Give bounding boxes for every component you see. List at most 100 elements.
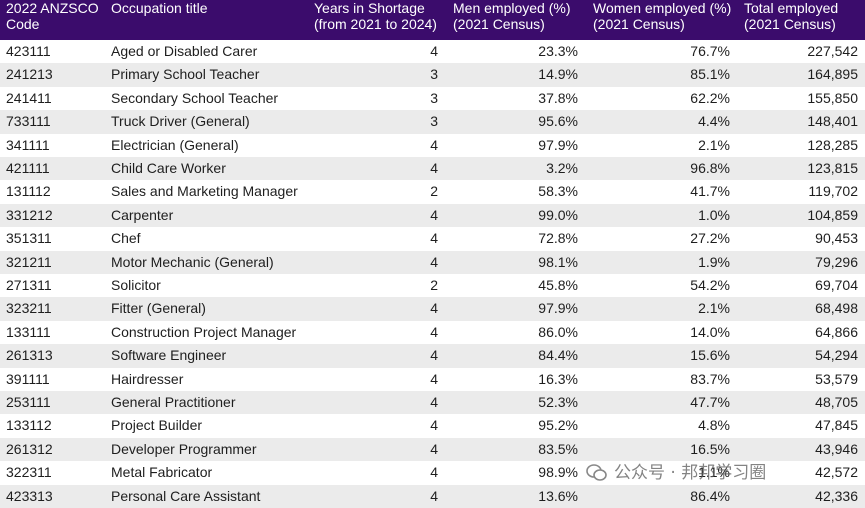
occupation-title-cell: Fitter (General)	[111, 300, 206, 317]
header-cell: Total employed (2021 Census)	[744, 0, 838, 32]
code-cell: 423111	[6, 43, 51, 59]
women-employed-cell: 62.2%	[690, 89, 730, 106]
code-cell: 133111	[6, 323, 51, 340]
occupation-title-cell: Electrician (General)	[111, 136, 239, 153]
table-row: 322311 Metal Fabricator 4 98.9% 1.1% 42,572	[0, 461, 865, 484]
total-employed-cell: 48,705	[815, 394, 858, 410]
years-in-shortage-cell: 4	[430, 323, 438, 340]
men-employed-cell: 3.2%	[546, 160, 578, 176]
header-cell: Occupation title	[111, 0, 208, 16]
total-employed-cell: 64,866	[815, 323, 858, 340]
men-employed-cell: 98.9%	[538, 464, 578, 481]
occupation-title-cell: Carpenter	[111, 206, 174, 223]
men-employed-cell: 86.0%	[538, 323, 578, 340]
header-text: Total employed	[744, 0, 839, 16]
total-employed-cell: 119,702	[808, 183, 858, 200]
women-employed-cell: 4.4%	[698, 113, 730, 130]
header-text: Men employed (%)	[453, 0, 571, 16]
men-employed-cell: 58.3%	[538, 183, 578, 200]
total-employed-cell: 53,579	[815, 370, 858, 387]
years-in-shortage-cell: 4	[430, 230, 438, 247]
code-cell: 351311	[6, 230, 52, 247]
total-employed-cell: 42,572	[815, 464, 858, 481]
women-employed-cell: 4.8%	[698, 417, 730, 434]
total-employed-cell: 90,453	[815, 230, 858, 247]
years-in-shortage-cell: 4	[430, 206, 438, 223]
years-in-shortage-cell: 4	[430, 253, 438, 270]
women-employed-cell: 41.7%	[690, 183, 730, 200]
table-row: 261312 Developer Programmer 4 83.5% 16.5% 43,…	[0, 437, 865, 462]
women-employed-cell: 1.9%	[698, 253, 730, 270]
women-employed-cell: 14.0%	[690, 323, 730, 340]
men-employed-cell: 23.3%	[538, 43, 578, 59]
men-employed-cell: 14.9%	[538, 66, 578, 83]
occupation-title-cell: Metal Fabricator	[111, 464, 213, 481]
occupation-title-cell: Chef	[111, 230, 141, 247]
occupation-title-cell: Software Engineer	[111, 347, 227, 364]
men-employed-cell: 83.5%	[538, 440, 578, 457]
years-in-shortage-cell: 4	[430, 43, 438, 59]
code-cell: 271311	[6, 277, 52, 293]
watermark: 公众号 · 邦邦学习圈	[586, 458, 766, 483]
women-employed-cell: 54.2%	[690, 277, 730, 293]
years-in-shortage-cell: 4	[430, 136, 438, 153]
header-text: Code	[6, 16, 40, 32]
header-text: Years in Shortage	[314, 0, 425, 16]
men-employed-cell: 52.3%	[538, 394, 578, 410]
table-row: 351311 Chef 4 72.8% 27.2% 90,453	[0, 227, 865, 250]
years-in-shortage-cell: 4	[430, 487, 438, 504]
years-in-shortage-cell: 3	[430, 113, 438, 130]
header-cell: 2022 ANZSCO Code	[6, 0, 99, 32]
code-cell: 261312	[6, 440, 53, 457]
watermark-icon	[586, 464, 607, 481]
years-in-shortage-cell: 4	[430, 300, 438, 317]
occupation-title-cell: Hairdresser	[111, 370, 184, 387]
code-cell: 133112	[6, 417, 52, 434]
women-employed-cell: 1.1%	[698, 464, 730, 481]
table-row: 261313 Software Engineer 4 84.4% 15.6% 54,294	[0, 344, 865, 368]
table-row: 423111 Aged or Disabled Carer 4 23.3% 76.7% 2…	[0, 40, 865, 63]
table-row: 133111 Construction Project Manager 4 86.0%…	[0, 321, 865, 344]
occupation-title-cell: Developer Programmer	[111, 440, 257, 457]
women-employed-cell: 1.0%	[698, 206, 730, 223]
table-row: 341111 Electrician (General) 4 97.9% 2.1% 128…	[0, 134, 865, 157]
years-in-shortage-cell: 4	[430, 440, 438, 457]
total-employed-cell: 68,498	[815, 300, 858, 317]
code-cell: 131112	[6, 183, 51, 200]
years-in-shortage-cell: 2	[430, 277, 438, 293]
men-employed-cell: 13.6%	[538, 487, 578, 504]
women-employed-cell: 47.7%	[690, 394, 730, 410]
occupation-title-cell: Project Builder	[111, 417, 203, 434]
header-text: (2021 Census)	[744, 16, 836, 32]
men-employed-cell: 95.2%	[538, 417, 578, 434]
table-row: 241213 Primary School Teacher 3 14.9% 85.1% 1…	[0, 63, 865, 87]
total-employed-cell: 155,850	[807, 89, 858, 106]
table-row: 133112 Project Builder 4 95.2% 4.8% 47,845	[0, 414, 865, 437]
occupation-title-cell: Secondary School Teacher	[111, 89, 279, 106]
table-row: 733111 Truck Driver (General) 3 95.6% 4.4% 14…	[0, 110, 865, 134]
code-cell: 241213	[6, 66, 53, 83]
code-cell: 253111	[6, 394, 51, 410]
years-in-shortage-cell: 4	[430, 370, 438, 387]
women-employed-cell: 27.2%	[690, 230, 730, 247]
years-in-shortage-cell: 4	[430, 160, 438, 176]
occupation-title-cell: Sales and Marketing Manager	[111, 183, 298, 200]
women-employed-cell: 76.7%	[690, 43, 730, 59]
header-text: (2021 Census)	[453, 16, 545, 32]
header-row: 2022 ANZSCO Code Occupation title Years in …	[0, 0, 865, 40]
total-employed-cell: 79,296	[815, 253, 858, 270]
occupation-title-cell: Personal Care Assistant	[111, 487, 261, 504]
header-text: (2021 Census)	[593, 16, 685, 32]
header-text: (from 2021 to 2024)	[314, 16, 437, 32]
table-row: 391111 Hairdresser 4 16.3% 83.7% 53,579	[0, 368, 865, 391]
total-employed-cell: 104,859	[807, 206, 858, 223]
code-cell: 733111	[6, 113, 51, 130]
men-employed-cell: 84.4%	[538, 347, 578, 364]
men-employed-cell: 97.9%	[538, 136, 578, 153]
total-employed-cell: 47,845	[815, 417, 858, 434]
men-employed-cell: 16.3%	[538, 370, 578, 387]
header-text: Occupation title	[111, 0, 208, 16]
total-employed-cell: 42,336	[815, 487, 858, 504]
code-cell: 341111	[6, 136, 50, 153]
code-cell: 261313	[6, 347, 53, 364]
